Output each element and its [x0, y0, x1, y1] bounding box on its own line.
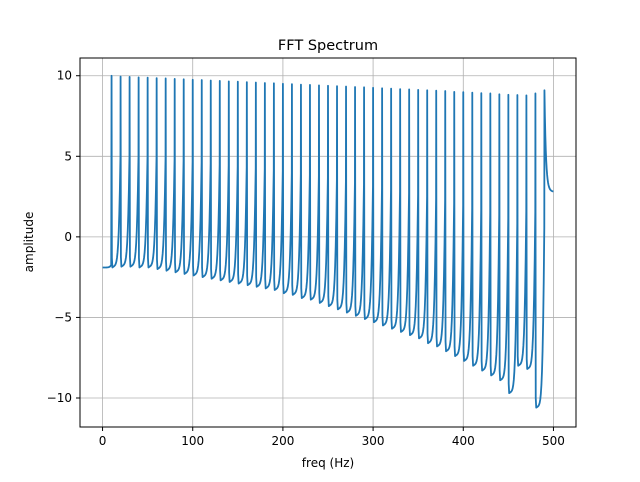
x-tick-label: 400: [452, 434, 475, 448]
y-tick-label: −5: [54, 310, 72, 324]
y-tick-label: 0: [64, 230, 72, 244]
x-tick-label: 0: [99, 434, 107, 448]
plot-frame: [79, 57, 577, 428]
y-tick-label: −10: [47, 391, 72, 405]
x-tick-label: 500: [542, 434, 565, 448]
series-line: [102, 74, 554, 409]
x-axis-label: freq (Hz): [302, 456, 354, 470]
chart-title: FFT Spectrum: [278, 38, 378, 54]
x-axis: 0 100 200 300 400 500: [99, 427, 565, 448]
x-tick-label: 100: [181, 434, 204, 448]
y-axis: −10 −5 0 5 10: [47, 69, 80, 405]
y-tick-label: 10: [57, 69, 72, 83]
x-tick-label: 200: [271, 434, 294, 448]
x-tick-label: 300: [362, 434, 385, 448]
y-axis-label: amplitude: [22, 212, 36, 273]
y-tick-label: 5: [64, 149, 72, 163]
